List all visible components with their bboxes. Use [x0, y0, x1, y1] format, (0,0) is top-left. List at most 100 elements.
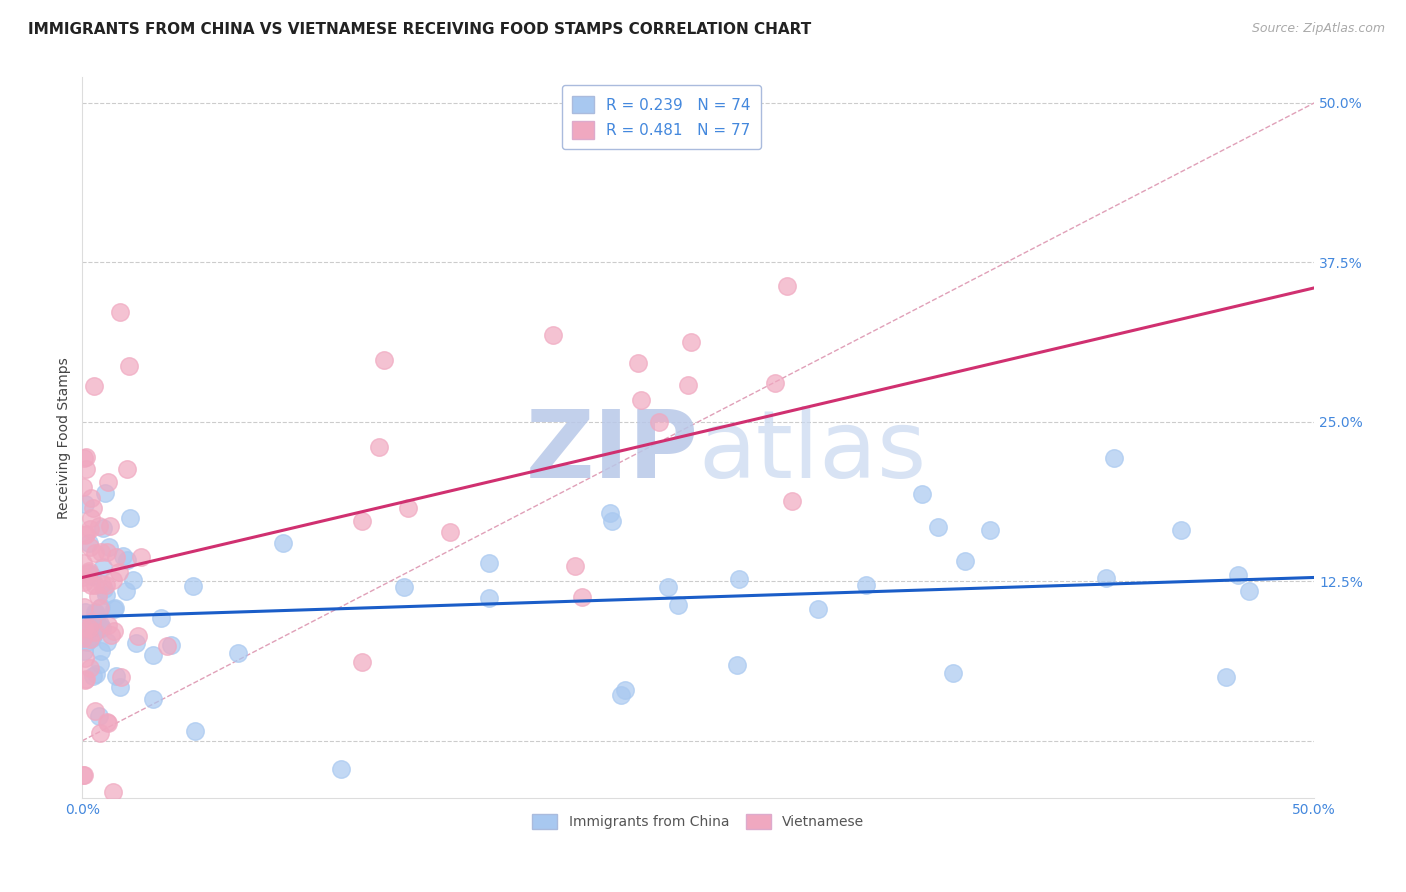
Point: [77, 536, 100, 550]
Point: [1237, 584, 1260, 599]
Point: [228, 647, 250, 661]
Point: [115, 553, 138, 567]
Point: [120, 510, 142, 524]
Point: [87, 519, 110, 533]
Point: [80, 491, 103, 505]
Point: [627, 355, 650, 369]
Point: [125, 636, 148, 650]
Point: [97, 716, 120, 731]
Point: [72, 556, 94, 570]
Point: [679, 335, 702, 350]
Y-axis label: Receiving Food Stamps: Receiving Food Stamps: [58, 357, 72, 518]
Point: [1226, 568, 1249, 582]
Point: [84, 705, 107, 719]
Point: [392, 581, 415, 595]
Point: [89, 657, 111, 672]
Point: [83, 546, 105, 560]
Point: [855, 578, 877, 592]
Point: [79, 540, 101, 554]
Point: [1102, 450, 1125, 465]
Point: [630, 393, 652, 408]
Point: [89, 726, 111, 740]
Point: [84, 606, 107, 620]
Point: [75, 527, 97, 541]
Point: [94, 486, 117, 500]
Point: [122, 573, 145, 587]
Point: [564, 558, 586, 573]
Point: [72, 480, 94, 494]
Point: [97, 617, 120, 632]
Point: [103, 624, 125, 638]
Point: [599, 506, 621, 520]
Point: [82, 629, 104, 643]
Point: [75, 450, 97, 464]
Point: [108, 566, 131, 580]
Point: [780, 493, 803, 508]
Point: [98, 541, 121, 555]
Point: [87, 590, 110, 604]
Point: [73, 527, 96, 541]
Point: [90, 545, 112, 559]
Point: [79, 566, 101, 580]
Point: [91, 576, 114, 591]
Point: [96, 634, 118, 648]
Point: [75, 461, 97, 475]
Point: [72, 621, 94, 635]
Point: [609, 688, 631, 702]
Point: [184, 723, 207, 738]
Point: [478, 556, 501, 570]
Point: [160, 638, 183, 652]
Point: [72, 574, 94, 589]
Point: [979, 523, 1001, 537]
Point: [543, 328, 565, 343]
Text: IMMIGRANTS FROM CHINA VS VIETNAMESE RECEIVING FOOD STAMPS CORRELATION CHART: IMMIGRANTS FROM CHINA VS VIETNAMESE RECE…: [28, 22, 811, 37]
Point: [98, 519, 121, 533]
Point: [108, 305, 131, 319]
Point: [668, 599, 690, 613]
Point: [911, 487, 934, 501]
Point: [1095, 571, 1118, 585]
Point: [73, 498, 96, 512]
Point: [104, 550, 127, 565]
Point: [112, 549, 135, 564]
Legend: Immigrants from China, Vietnamese: Immigrants from China, Vietnamese: [527, 808, 869, 834]
Point: [89, 617, 111, 632]
Point: [82, 615, 104, 630]
Point: [352, 656, 374, 670]
Point: [807, 602, 830, 616]
Point: [1215, 669, 1237, 683]
Point: [142, 648, 165, 662]
Point: [110, 680, 132, 694]
Point: [104, 669, 127, 683]
Point: [72, 768, 94, 782]
Point: [72, 631, 94, 645]
Point: [79, 522, 101, 536]
Point: [97, 475, 120, 489]
Point: [84, 578, 107, 592]
Point: [953, 553, 976, 567]
Point: [84, 625, 107, 640]
Point: [75, 672, 97, 686]
Point: [86, 666, 108, 681]
Point: [273, 535, 295, 549]
Point: [93, 582, 115, 596]
Point: [927, 520, 949, 534]
Point: [942, 665, 965, 680]
Point: [725, 657, 748, 672]
Point: [396, 501, 419, 516]
Point: [367, 440, 389, 454]
Point: [329, 762, 352, 776]
Point: [96, 714, 118, 729]
Text: atlas: atlas: [699, 406, 927, 499]
Point: [101, 574, 124, 588]
Point: [80, 631, 103, 645]
Point: [150, 611, 173, 625]
Point: [648, 415, 671, 429]
Point: [115, 462, 138, 476]
Point: [96, 545, 118, 559]
Point: [127, 629, 149, 643]
Point: [90, 644, 112, 658]
Point: [1170, 524, 1192, 538]
Point: [614, 683, 637, 698]
Point: [763, 376, 786, 390]
